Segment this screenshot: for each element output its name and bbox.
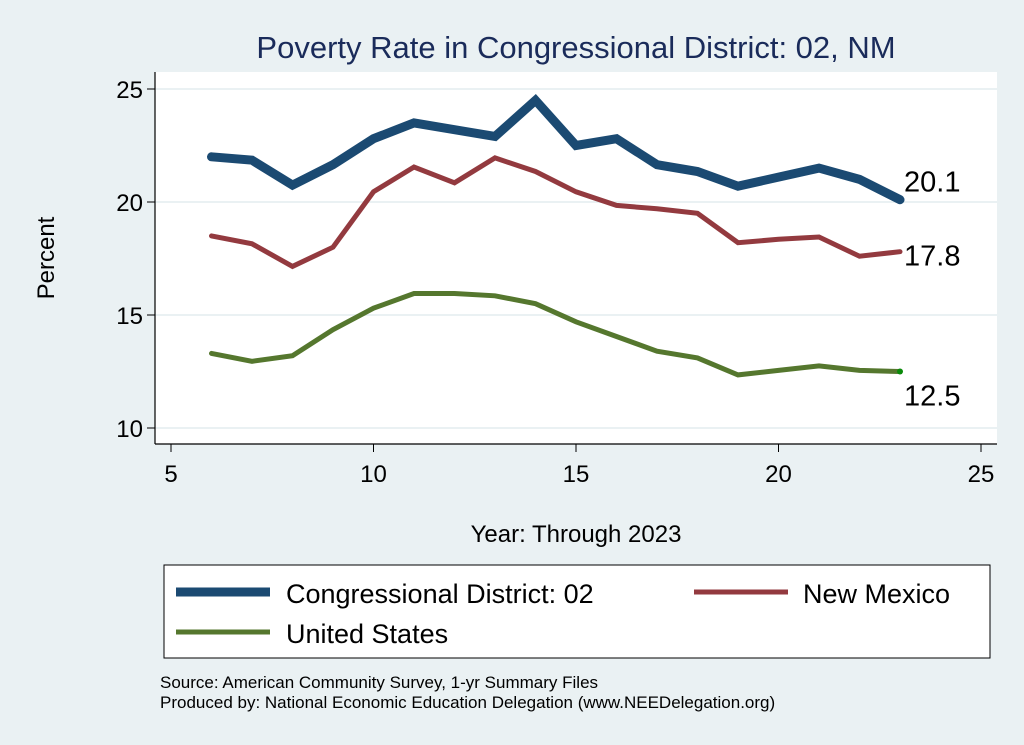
series-line-new-mexico [209,155,903,270]
y-axis-title: Percent [33,216,60,299]
x-tick-label-15: 15 [563,461,590,488]
x-axis-title: Year: Through 2023 [471,521,682,548]
chart-title: Poverty Rate in Congressional District: … [256,30,895,65]
axes: 10 15 20 25 5 10 15 20 25 [116,72,997,488]
end-marker-united-states [897,368,903,375]
gridlines [155,88,997,429]
end-label-district: 20.1 [904,167,960,199]
y-tick-label-25: 25 [116,77,143,104]
series-line-district [207,93,905,205]
y-tick-label-10: 10 [116,416,143,443]
legend-box [163,564,991,659]
end-label-new-mexico: 17.8 [904,241,960,273]
legend-label-united-states: United States [286,619,448,649]
y-tick-label-20: 20 [116,190,143,217]
source-note: Source: American Community Survey, 1-yr … [160,673,598,692]
series-line-united-states [209,291,903,378]
x-tick-label-5: 5 [164,461,177,488]
x-tick-label-20: 20 [765,461,792,488]
legend-label-new-mexico: New Mexico [803,579,950,609]
series-lines [207,93,905,378]
producer-note: Produced by: National Economic Education… [160,693,775,712]
plot-area [155,72,997,444]
end-labels: 20.1 17.8 12.5 [904,167,960,413]
x-tick-label-10: 10 [360,461,387,488]
legend: Congressional District: 02 New Mexico Un… [163,564,991,659]
end-label-united-states: 12.5 [904,381,960,413]
y-tick-label-15: 15 [116,303,143,330]
legend-label-district: Congressional District: 02 [286,579,594,609]
x-tick-label-25: 25 [968,461,995,488]
